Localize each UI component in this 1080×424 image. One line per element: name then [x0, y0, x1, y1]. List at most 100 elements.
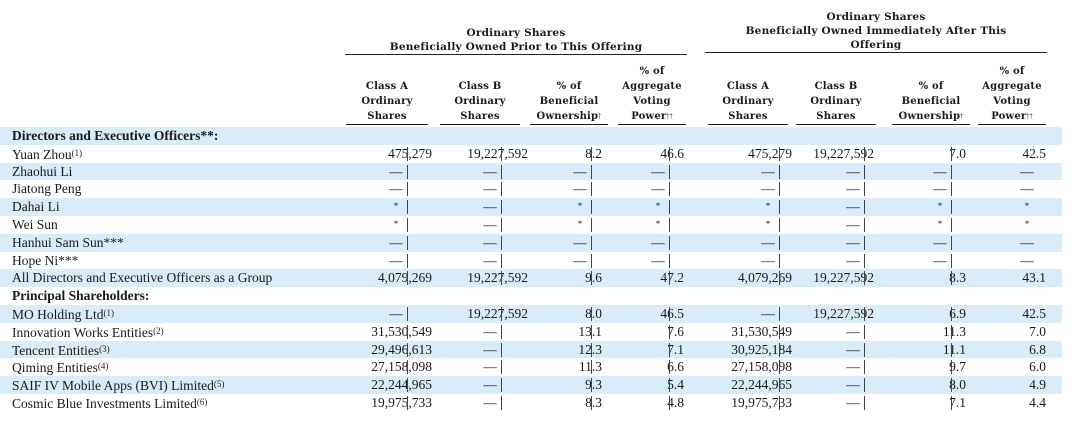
- column-divider: [779, 200, 780, 215]
- value-cell: 6.0: [1029, 359, 1046, 375]
- column-header-prior-3: % of Beneficial Ownership†: [530, 79, 608, 125]
- section-row: Directors and Executive Officers**:: [0, 127, 1080, 145]
- value-cell: 6.8: [1029, 341, 1046, 357]
- column-divider: [779, 146, 780, 161]
- value-cell: —: [933, 181, 947, 197]
- value-cell: —: [761, 252, 775, 268]
- holder-name-text: Zhaohui Li: [12, 163, 73, 179]
- value-cell: 19,227,592: [467, 306, 528, 321]
- value-cell: —: [846, 181, 860, 197]
- value-cell: —: [846, 252, 860, 268]
- value-cell: 31,530,549: [731, 323, 792, 339]
- value-cell: *: [937, 219, 943, 229]
- value-cell: —: [483, 341, 497, 357]
- value-cell: 9.6: [585, 270, 602, 286]
- table-row: Dahai Li * — * * * — * *: [0, 198, 1080, 216]
- footnote-ref: (1): [103, 308, 115, 318]
- column-divider: [951, 146, 952, 161]
- value-cell: 7.0: [1029, 323, 1046, 339]
- column-divider: [779, 307, 780, 321]
- value-cell: *: [1024, 201, 1030, 212]
- column-divider: [951, 253, 952, 268]
- table-row: MO Holding Ltd(1) — 19,227,592 8.0 46.5 — 19,2…: [0, 305, 1080, 323]
- column-header-prior-2: Class B Ordinary Shares: [440, 79, 520, 125]
- column-divider: [407, 360, 408, 375]
- holder-name: Hanhui Sam Sun***: [12, 234, 124, 252]
- value-cell: *: [577, 201, 583, 212]
- column-divider: [501, 307, 502, 321]
- column-divider: [951, 378, 952, 393]
- column-divider: [669, 307, 670, 321]
- value-cell: 8.3: [949, 270, 966, 286]
- value-cell: 42.5: [1022, 145, 1046, 161]
- value-cell: *: [577, 219, 583, 229]
- value-cell: 22,244,965: [371, 377, 432, 393]
- footnote-ref: (6): [196, 397, 208, 407]
- value-cell: 13.1: [532, 323, 602, 341]
- section-row: Principal Shareholders:: [0, 287, 1080, 305]
- value-cell: 4,079,269: [738, 270, 792, 286]
- value-cell: 19,975,733: [371, 395, 432, 410]
- value-cell: *: [655, 219, 661, 229]
- value-cell: —: [933, 234, 947, 250]
- column-divider: [951, 324, 952, 339]
- row-shading: [0, 305, 1062, 323]
- column-divider: [779, 360, 780, 375]
- column-divider: [407, 235, 408, 250]
- value-cell: —: [483, 199, 497, 215]
- column-divider: [779, 271, 780, 286]
- holder-name: Qiming Entities(4): [12, 358, 108, 376]
- footnote-ref: (2): [153, 325, 164, 336]
- column-divider: [407, 307, 408, 321]
- footnote-ref: (4): [97, 361, 109, 372]
- holder-name-text: All Directors and Executive Officers as …: [12, 270, 273, 286]
- column-divider: [779, 342, 780, 357]
- value-cell: *: [393, 201, 399, 212]
- holder-name-text: Hanhui Sam Sun***: [12, 234, 124, 250]
- column-divider: [951, 307, 952, 321]
- value-cell: —: [761, 306, 775, 321]
- value-cell: —: [761, 234, 775, 250]
- table-row: SAIF IV Mobile Apps (BVI) Limited(5) 22,2…: [0, 376, 1080, 394]
- column-divider: [591, 200, 592, 215]
- column-divider: [669, 271, 670, 286]
- column-divider: [669, 396, 670, 410]
- value-cell: —: [389, 234, 403, 250]
- holder-name-text: MO Holding Ltd: [12, 307, 104, 322]
- column-divider: [779, 324, 780, 339]
- value-cell: 9.3: [585, 377, 602, 393]
- value-cell: 8.0: [949, 377, 966, 393]
- column-divider: [501, 253, 502, 268]
- row-shading: [0, 340, 1062, 359]
- holder-name: Jiatong Peng: [12, 180, 81, 198]
- value-cell: 7.1: [667, 341, 684, 357]
- table-row: Zhaohui Li — — — — — — — —: [0, 162, 1080, 181]
- column-divider: [501, 164, 502, 179]
- value-cell: 46.5: [660, 306, 684, 321]
- value-cell: 4.9: [1029, 377, 1046, 393]
- column-divider: [669, 342, 670, 357]
- value-cell: 19,227,592: [467, 145, 528, 161]
- section-label: Principal Shareholders:: [12, 287, 149, 305]
- table-row: Cosmic Blue Investments Limited(6) 19,975…: [0, 394, 1080, 412]
- column-divider: [951, 164, 952, 179]
- value-cell: —: [483, 234, 497, 250]
- value-cell: *: [765, 201, 771, 212]
- column-divider: [501, 396, 502, 410]
- column-divider: [407, 324, 408, 339]
- value-cell: 19,227,592: [813, 306, 874, 321]
- section-label: Directors and Executive Officers**:: [12, 127, 218, 145]
- column-divider: [501, 378, 502, 393]
- table-row: Innovation Works Entities(2) 31,530,549 — 1…: [0, 323, 1080, 341]
- value-cell: 8.2: [585, 145, 602, 161]
- value-cell: —: [651, 252, 665, 268]
- value-cell: —: [389, 306, 403, 321]
- value-cell: —: [483, 181, 497, 197]
- column-divider: [501, 360, 502, 375]
- value-cell: —: [846, 395, 860, 410]
- column-header-after-3: % of Beneficial Ownership†: [892, 79, 970, 125]
- column-divider: [779, 253, 780, 268]
- value-cell: *: [937, 201, 943, 212]
- value-cell: 11.1: [942, 341, 966, 357]
